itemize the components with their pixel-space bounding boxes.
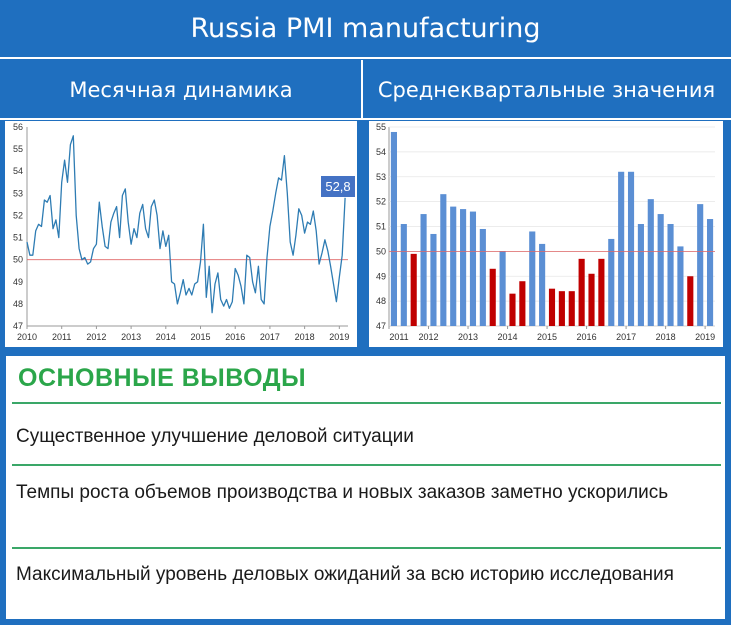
quarter-bar	[667, 224, 674, 326]
quarter-bar	[627, 171, 635, 326]
last-value-badge	[321, 176, 355, 197]
y-tick-label: 53	[13, 188, 23, 198]
quarter-bar	[420, 214, 427, 326]
x-tick-label: 2017	[260, 332, 280, 342]
conclusions-title: ОСНОВНЫЕ ВЫВОДЫ	[18, 364, 307, 392]
quarter-bar	[450, 206, 457, 326]
quarter-bar	[706, 219, 714, 326]
subtitle-divider	[0, 118, 731, 120]
quarter-bar	[608, 238, 615, 326]
y-tick-label: 53	[376, 172, 386, 182]
quarter-bar	[390, 131, 398, 326]
quarter-bar	[598, 258, 605, 326]
quarter-bar	[687, 276, 694, 326]
y-tick-label: 56	[13, 122, 23, 132]
quarterly-chart-svg: 47 48 49 50 51 52 53 54 55 2011 2012 2013 2014 2015 20…	[376, 122, 715, 342]
quarter-bar	[578, 258, 585, 326]
quarter-bar	[657, 214, 664, 326]
separator	[12, 547, 721, 549]
quarter-bar	[618, 171, 625, 326]
left-chart-subtitle: Месячная динамика	[69, 77, 293, 102]
quarter-bar	[400, 224, 407, 326]
conclusion-item: Максимальный уровень деловых ожиданий за…	[16, 564, 674, 585]
quarter-bar	[558, 291, 565, 326]
quarterly-bar-chart: 47 48 49 50 51 52 53 54 55 2011 2012 2013 2014 2015 20…	[369, 121, 723, 347]
x-tick-label: 2014	[156, 332, 176, 342]
quarter-bar	[539, 243, 546, 326]
quarter-bar	[647, 199, 654, 326]
x-tick-label: 2016	[225, 332, 245, 342]
x-tick-label: 2016	[577, 332, 597, 342]
y-tick-label: 50	[13, 255, 23, 265]
quarter-bar	[519, 281, 526, 326]
y-tick-label: 52	[13, 210, 23, 220]
quarter-bar	[637, 224, 644, 326]
separator	[12, 464, 721, 466]
last-value-label: 52,8	[325, 179, 350, 194]
separator	[12, 402, 721, 404]
right-chart-subtitle: Среднеквартальные значения	[377, 77, 716, 102]
quarter-bar	[499, 251, 506, 326]
conclusions-panel: ОСНОВНЫЕ ВЫВОДЫ Существенное улучшение д…	[6, 356, 725, 619]
quarter-bar	[568, 291, 575, 326]
conclusion-item: Существенное улучшение деловой ситуации	[16, 426, 414, 447]
x-tick-label: 2012	[418, 332, 438, 342]
slide-title: Russia PMI manufacturing	[0, 0, 731, 59]
x-tick-label: 2013	[458, 332, 478, 342]
quarter-bar	[697, 204, 704, 326]
quarter-bar	[440, 194, 447, 326]
y-tick-label: 55	[13, 144, 23, 154]
x-tick-label: 2012	[86, 332, 106, 342]
x-tick-label: 2015	[537, 332, 557, 342]
y-tick-label: 49	[376, 271, 386, 281]
y-tick-label: 47	[376, 321, 386, 331]
pmi-monthly-series	[26, 135, 346, 314]
header-divider	[361, 60, 363, 120]
x-tick-label: 2010	[17, 332, 37, 342]
y-tick-label: 54	[13, 166, 23, 176]
quarter-bar	[430, 233, 437, 326]
x-tick-label: 2015	[190, 332, 210, 342]
y-tick-label: 55	[376, 122, 386, 132]
quarter-bar	[588, 273, 595, 326]
y-tick-label: 47	[13, 321, 23, 331]
x-tick-label: 2011	[389, 332, 408, 342]
y-tick-label: 54	[376, 147, 386, 157]
quarter-bar	[469, 211, 477, 326]
quarter-bar	[548, 288, 556, 326]
conclusion-item: Темпы роста объемов производства и новых…	[16, 482, 669, 503]
x-tick-label: 2018	[295, 332, 315, 342]
quarter-bar	[677, 246, 684, 326]
x-tick-label: 2019	[695, 332, 715, 342]
quarter-bar	[529, 231, 536, 326]
y-tick-label: 51	[376, 222, 386, 232]
monthly-line-chart: 47 48 49 50 51 52 53 54 55 56 2010 2011 2012 2013 2014…	[5, 121, 357, 347]
quarter-bar	[489, 268, 496, 326]
quarter-bar	[479, 228, 486, 326]
x-tick-label: 2017	[616, 332, 636, 342]
y-tick-label: 52	[376, 197, 386, 207]
x-tick-label: 2013	[121, 332, 141, 342]
quarter-bar	[460, 209, 467, 326]
y-tick-label: 48	[13, 299, 23, 309]
x-tick-label: 2011	[52, 332, 71, 342]
monthly-chart-svg: 47 48 49 50 51 52 53 54 55 56 2010 2011 2012 2013 2014…	[13, 122, 355, 342]
x-tick-label: 2018	[656, 332, 676, 342]
y-tick-label: 50	[376, 246, 386, 256]
quarter-bar	[509, 293, 516, 326]
y-tick-label: 49	[13, 277, 23, 287]
quarter-bar	[410, 253, 417, 326]
x-tick-label: 2019	[329, 332, 349, 342]
y-tick-label: 48	[376, 296, 386, 306]
y-tick-label: 51	[13, 233, 23, 243]
x-tick-label: 2014	[498, 332, 518, 342]
